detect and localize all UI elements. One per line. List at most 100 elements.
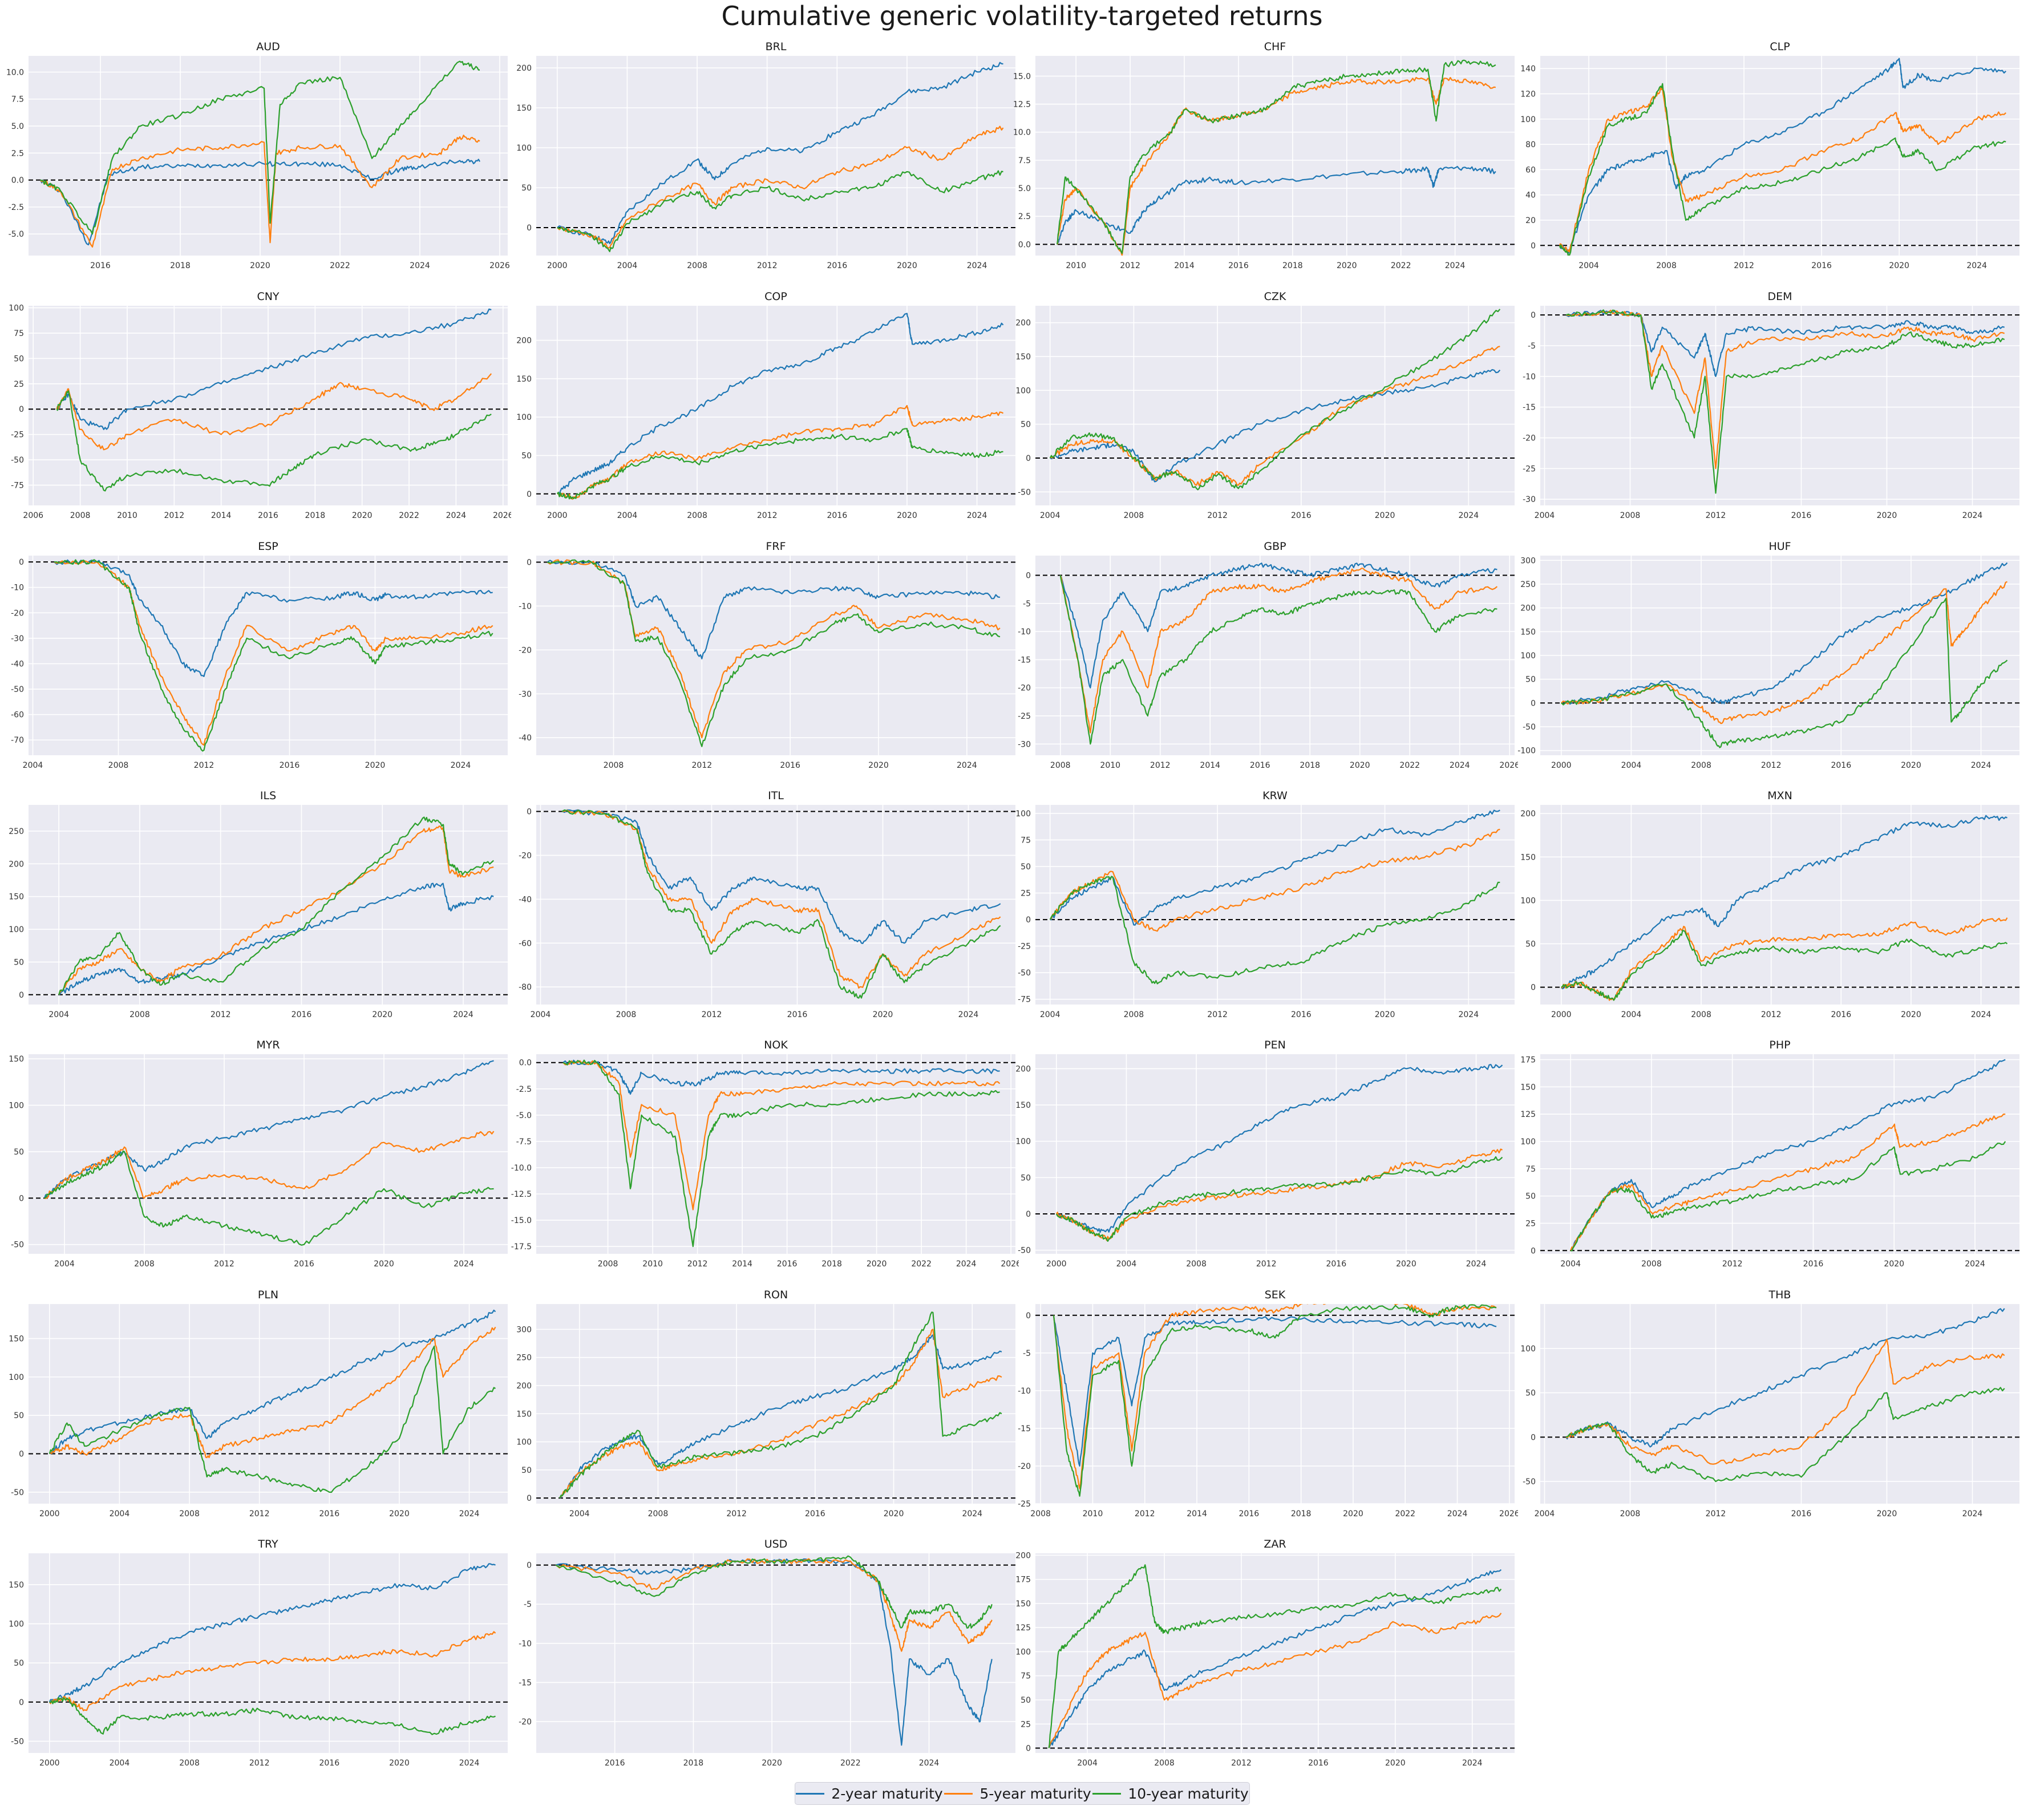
panel-title: DEM [1767, 290, 1792, 303]
y-tick-label: -50 [11, 1488, 24, 1497]
plot-area [1540, 805, 2019, 1005]
x-tick-label: 2012 [1761, 761, 1782, 770]
x-tick-label: 2016 [1239, 1509, 1260, 1519]
x-tick-label: 2016 [827, 261, 847, 270]
x-tick-label: 2020 [1375, 1010, 1395, 1019]
x-tick-label: 2024 [919, 1759, 940, 1768]
legend-item-10y: 10-year maturity [1092, 1785, 1249, 1802]
y-tick-label: 50 [1021, 420, 1031, 430]
series-line-2y [1561, 562, 2008, 705]
y-tick-label: 0 [1026, 1210, 1031, 1219]
y-tick-label: 100 [1015, 1647, 1031, 1657]
x-tick-label: 2024 [962, 1509, 982, 1519]
panel-title: CLP [1770, 41, 1790, 53]
x-tick-label: 2020 [374, 1260, 394, 1269]
panel-svg-zar: ZAR 0 25 50 75 100 125 150 175 200 2004 2008 2012 201… [1015, 1538, 1515, 1768]
series-line-10y [1053, 1304, 1497, 1497]
x-tick-label: 2018 [1300, 761, 1320, 770]
y-tick-label: -40 [519, 734, 532, 743]
y-tick-label: -15 [1018, 1424, 1031, 1434]
y-tick-label: -2.5 [9, 203, 24, 212]
panel-ron: RON 0 50 100 150 200 250 300 2004 2008 2012 2016 202… [509, 1285, 1019, 1526]
panel-svg-aud: AUD -5.0 -2.5 0.0 2.5 5.0 7.5 10.0 2016 2018 2020 2… [6, 41, 510, 270]
y-tick-label: 25 [1021, 1720, 1031, 1729]
x-tick-label: 2004 [1621, 1010, 1642, 1019]
y-tick-label: -50 [1523, 1477, 1536, 1487]
y-tick-label: 0 [527, 808, 532, 817]
panel-svg-sek: SEK -25 -20 -15 -10 -5 0 2008 2010 2012 2014 2016 20… [1018, 1289, 1518, 1519]
series-line-10y [1559, 83, 2006, 256]
series-line-5y [561, 809, 1001, 989]
y-tick-label: 50 [521, 1466, 532, 1475]
legend-swatch-2y [796, 1792, 825, 1795]
y-tick-label: -20 [11, 609, 24, 618]
x-tick-label: 2008 [1691, 761, 1711, 770]
panel-thb: THB -50 0 50 100 2004 2008 2012 2016 2020 2024 [1513, 1285, 2023, 1526]
y-tick-label: -30 [519, 690, 532, 699]
panel-svg-krw: KRW -75 -50 -25 0 25 50 75 100 2004 2008 2012 2016 20… [1015, 789, 1515, 1019]
legend-item-2y: 2-year maturity [796, 1785, 943, 1802]
x-tick-label: 2016 [280, 761, 300, 770]
panel-svg-pln: PLN -50 0 50 100 150 2000 2004 2008 2012 2016 2020 2… [9, 1289, 508, 1519]
plot-area [536, 1553, 1015, 1753]
y-tick-label: 50 [14, 1411, 24, 1420]
y-tick-label: 150 [9, 1335, 24, 1344]
x-tick-label: 2012 [757, 511, 778, 520]
x-tick-label: 2020 [372, 1010, 392, 1019]
x-tick-label: 2000 [39, 1509, 60, 1519]
panel-svg-cop: COP 0 50 100 150 200 2000 2004 2008 2012 2016 2020 2… [516, 290, 1015, 520]
x-tick-label: 2000 [547, 261, 568, 270]
series-line-10y [44, 1150, 494, 1246]
x-tick-label: 2024 [1445, 261, 1466, 270]
x-tick-label: 2010 [1066, 261, 1086, 270]
y-tick-label: -50 [1018, 1246, 1031, 1256]
x-tick-label: 2008 [179, 1759, 200, 1768]
y-tick-label: -75 [1018, 995, 1031, 1005]
plot-area [1035, 1054, 1515, 1254]
x-tick-label: 2008 [1050, 761, 1071, 770]
series-line-5y [54, 560, 493, 746]
x-tick-label: 2024 [1447, 1509, 1468, 1519]
y-tick-label: 0 [527, 490, 532, 499]
y-tick-label: 175 [1520, 1056, 1536, 1065]
panel-cny: CNY -75 -50 -25 0 25 50 75 100 2006 2008 2010 2012 20… [1, 286, 511, 528]
panel-nok: NOK -17.5 -15.0 -12.5 -10.0 -7.5 -5.0 -2.5 0.0 20… [509, 1035, 1019, 1277]
y-tick-label: 200 [1520, 809, 1536, 819]
y-tick-label: 50 [14, 354, 24, 363]
x-tick-label: 2004 [1040, 1010, 1061, 1019]
x-tick-label: 2016 [90, 261, 111, 270]
y-tick-label: -50 [11, 685, 24, 694]
y-tick-label: 25 [1525, 1219, 1536, 1228]
x-tick-label: 2004 [110, 1759, 130, 1768]
y-tick-label: 150 [9, 1055, 24, 1064]
series-line-2y [562, 1059, 1000, 1095]
panel-clp: CLP 0 20 40 60 80 100 120 140 2004 2008 2012 2016 202… [1513, 37, 2023, 278]
panel-brl: BRL 0 50 100 150 200 2000 2004 2008 2012 2016 2020 2… [509, 37, 1019, 278]
series-line-2y [1050, 369, 1501, 483]
series-line-2y [547, 560, 1001, 659]
x-tick-label: 2016 [292, 1010, 312, 1019]
y-tick-label: 0 [1531, 1433, 1536, 1442]
y-tick-label: -20 [519, 646, 532, 655]
y-tick-label: -5 [1023, 600, 1031, 609]
x-tick-label: 2016 [1791, 1509, 1812, 1519]
x-tick-label: 2008 [1124, 511, 1144, 520]
y-tick-label: 250 [1520, 580, 1536, 589]
y-tick-label: -50 [11, 1241, 24, 1250]
x-tick-label: 2012 [1734, 261, 1754, 270]
panel-huf: HUF -100 -50 0 50 100 150 200 250 300 2000 2004 2008… [1513, 536, 2023, 778]
legend-swatch-5y [944, 1792, 973, 1795]
x-tick-label: 2012 [1256, 1260, 1277, 1269]
y-tick-label: 200 [1015, 1551, 1031, 1560]
x-tick-label: 2012 [194, 761, 214, 770]
panel-svg-chf: CHF 0.0 2.5 5.0 7.5 10.0 12.5 15.0 2010 2012 2014 2… [1013, 41, 1515, 270]
x-tick-label: 2012 [214, 1260, 234, 1269]
y-tick-label: 0 [1026, 1744, 1031, 1754]
y-tick-label: 100 [1015, 1137, 1031, 1147]
x-tick-label: 2020 [884, 1509, 904, 1519]
x-tick-label: 2020 [1350, 761, 1370, 770]
y-tick-label: 60 [1525, 165, 1536, 175]
panel-pen: PEN -50 0 50 100 150 200 2000 2004 2008 2012 2016 20… [1008, 1035, 1518, 1277]
series-line-5y [1561, 581, 2007, 724]
